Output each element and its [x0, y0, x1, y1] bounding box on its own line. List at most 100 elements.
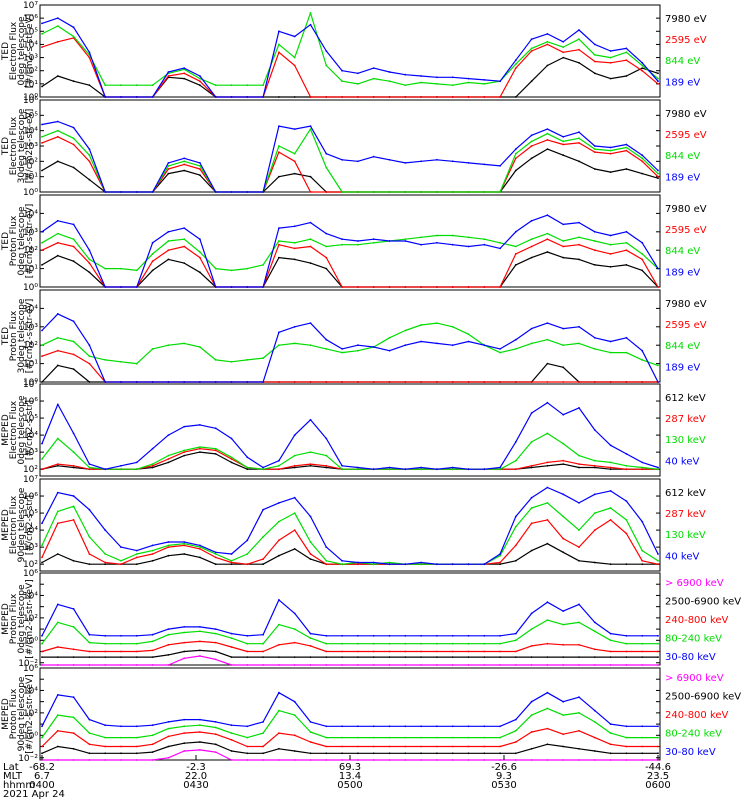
panel-7-series-5-point [262, 633, 264, 636]
panel-2-series-3-point [199, 165, 201, 167]
panel-7-series-1-point [56, 664, 59, 666]
panel-6-ylabel: 90deg telescope [17, 487, 27, 562]
panel-6-series-1-point [578, 559, 580, 562]
panel-5-series-3-point [135, 468, 138, 471]
panel-8-series-4-point [167, 727, 170, 730]
x-tick-mlt: 13.4 [339, 771, 361, 782]
panel-2-series-1-point [199, 174, 201, 177]
panel-2-series-3-point [578, 137, 580, 140]
panel-3-series-2-point [167, 249, 170, 252]
panel-5-series-4-point [404, 468, 407, 471]
panel-3-series-4-point [546, 214, 549, 217]
panel-3-series-1-point [530, 256, 533, 259]
panel-3-series-3-point [341, 243, 343, 246]
panel-7-series-4-point [641, 642, 644, 645]
panel-7-ytick-label: 10² [23, 614, 38, 624]
panel-8-series-5-point [151, 724, 154, 727]
panel-8-series-4-point [436, 736, 438, 739]
panel-2-series-1-point [72, 166, 75, 169]
panel-4-series-3-point [420, 324, 422, 326]
panel-3-series-4-point [293, 225, 296, 228]
panel-2-series-2-point [72, 143, 75, 146]
panel-7-series-4-point [578, 621, 580, 624]
panel-2-series-4-point [325, 152, 328, 155]
panel-4-series-4-point [593, 336, 596, 339]
panel-4-series-4-point [246, 381, 249, 383]
panel-6-series-1-point [514, 559, 517, 562]
panel-3-series-4-point [88, 249, 91, 252]
panel-3-series-4-point [151, 241, 154, 244]
panel-5-series-2-point [546, 461, 549, 464]
panel-8-series-4-point [530, 714, 533, 716]
panel-1-series-4-point [641, 61, 644, 64]
panel-8-series-4 [41, 707, 658, 739]
panel-2-ytick-label: 10⁶ [23, 96, 38, 106]
panel-2-series-3-point [467, 191, 470, 193]
panel-8-series-2-point [578, 747, 580, 750]
panel-6-series-4-point [214, 551, 217, 554]
panel-2-series-2-point [88, 160, 91, 163]
panel-3-series-1-point [56, 254, 59, 257]
panel-8-legend-5: 30-80 keV [665, 747, 716, 758]
panel-4-series-3-point [609, 351, 612, 354]
panel-8-series-5-point [499, 725, 501, 728]
panel-2-series-3-point [546, 132, 549, 135]
panel-2-ytick-label: 10⁴ [23, 127, 38, 137]
panel-8-series-3-point [514, 741, 517, 743]
panel-1-series-3-point [420, 81, 422, 84]
panel-6-series-3-point [246, 553, 249, 555]
panel-5-series-2-point [214, 449, 217, 452]
panel-4-series-2-point [41, 355, 43, 358]
panel-7-series-3-point [120, 650, 122, 653]
panel-1-series-4-point [41, 22, 43, 25]
panel-7-series-5-point [341, 634, 343, 637]
panel-5-frame [39, 383, 661, 477]
panel-7-series-5-point [657, 634, 659, 637]
panel-4-series-3 [41, 322, 659, 366]
panel-6-series-2-point [167, 546, 170, 548]
panel-7-series-5-point [120, 634, 122, 637]
panel-3-series-3-point [88, 258, 91, 261]
panel-8-legend-3: 240-800 keV [665, 710, 729, 721]
panel-2-series-2-point [641, 160, 644, 163]
panel-6-series-4-point [341, 559, 343, 562]
panel-8-series-3-point [293, 734, 296, 737]
panel-8-series-5-point [404, 725, 407, 728]
panel-8-series-3-point [183, 732, 186, 734]
panel-3-series-3-point [625, 241, 628, 244]
panel-3-ylabel: Proton Flux [9, 215, 19, 266]
panel-1-series-4-point [372, 67, 375, 69]
panel-8-series-5-point [578, 696, 580, 699]
panel-3-series-4-point [451, 243, 454, 246]
panel-6-series-3-point [625, 519, 628, 521]
panel-4-series-1-point [546, 362, 549, 365]
panel-4-series-2-point [499, 381, 501, 383]
panel-2-ylabel: TED [1, 137, 11, 156]
panel-2-series-3-point [183, 160, 186, 163]
panel-3-series-2-point [578, 243, 580, 246]
panel-7-series-2-point [72, 656, 75, 658]
panel-5-series-1-point [72, 466, 75, 469]
panel-7-series-2-point [562, 656, 565, 658]
panel-8-series-3-point [41, 745, 43, 748]
panel-7-series-1-point [151, 664, 154, 666]
panel-7-series-5-point [578, 603, 580, 606]
panel-7-series-4-point [562, 623, 565, 626]
panel-8-series-1-point [120, 759, 122, 761]
panel-8-series-4-point [309, 731, 312, 733]
panel-5-series-3-point [278, 464, 280, 467]
panel-4-ytick-label: 10⁴ [23, 304, 38, 314]
panel-1-series-3-point [436, 83, 438, 85]
panel-2-series-4-point [546, 128, 549, 131]
panel-5-series-1-point [309, 464, 312, 467]
panel-5-series-4-point [309, 418, 312, 421]
panel-7-series-2-point [120, 656, 122, 658]
panel-8-series-4-point [278, 709, 280, 712]
panel-7-series-3-point [514, 650, 517, 653]
panel-4-series-2-point [562, 381, 565, 383]
panel-6-series-1-point [214, 563, 217, 566]
panel-1-series-4-point [246, 96, 249, 98]
panel-3-series-3-point [514, 245, 517, 248]
panel-7-series-2-point [499, 656, 501, 658]
panel-1-series-3-point [293, 56, 296, 59]
